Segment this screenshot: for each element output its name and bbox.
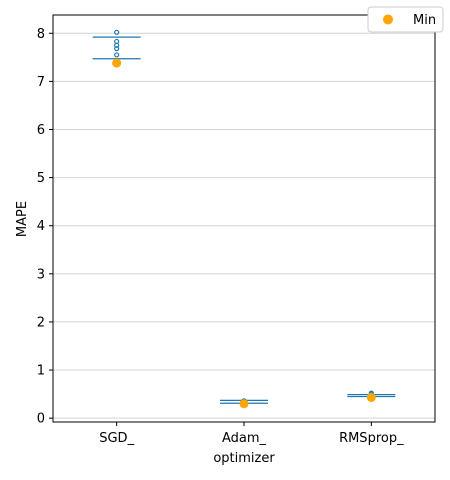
legend: Min [367, 6, 444, 33]
y-tick-label: 6 [37, 123, 45, 138]
y-tick-label: 7 [37, 75, 45, 90]
data-point [114, 38, 120, 45]
legend-min-label: Min [413, 13, 436, 28]
y-tick-label: 4 [37, 219, 45, 234]
x-axis-label: optimizer [213, 451, 275, 466]
x-tick-label: RMSprop_ [339, 431, 404, 446]
y-tick-label: 3 [37, 267, 45, 282]
x-tick-label: SGD_ [99, 431, 134, 446]
y-axis-label: MAPE [15, 201, 30, 237]
x-tick-label: Adam_ [222, 431, 267, 446]
data-point [114, 29, 120, 35]
y-tick-label: 1 [37, 364, 45, 379]
data-point [114, 52, 120, 58]
x-axis: SGD_ Adam_ RMSprop_ [99, 422, 404, 446]
legend-min-marker [383, 14, 393, 25]
data-marks [92, 29, 396, 409]
y-tick-label: 5 [37, 171, 45, 186]
y-axis: 0 1 2 3 4 5 6 7 8 [37, 27, 53, 427]
grid-lines [53, 32, 435, 419]
min-marker [366, 392, 376, 402]
min-marker [239, 399, 249, 409]
data-point [114, 46, 120, 52]
plot-frame [52, 14, 436, 423]
y-tick-label: 0 [37, 412, 45, 427]
legend-box [367, 6, 444, 33]
y-tick-label: 2 [37, 315, 45, 330]
y-tick-label: 8 [37, 27, 45, 42]
min-marker [112, 58, 122, 68]
